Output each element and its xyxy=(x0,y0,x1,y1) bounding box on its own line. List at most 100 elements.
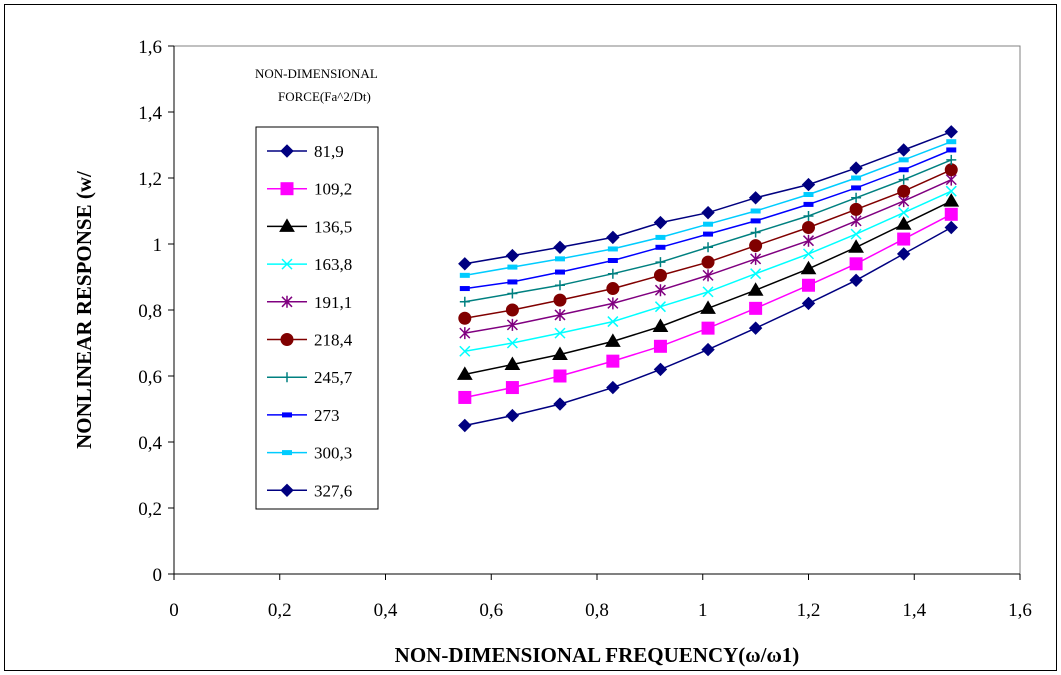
data-point xyxy=(848,239,864,253)
x-axis-title: NON-DIMENSIONAL FREQUENCY(ω/ω1) xyxy=(395,643,800,667)
y-tick-label: 0,2 xyxy=(138,499,162,520)
data-point xyxy=(655,257,666,268)
x-tick-label: 0,2 xyxy=(268,600,292,621)
data-point xyxy=(700,300,716,314)
series-layer xyxy=(456,125,960,433)
data-point xyxy=(456,366,473,380)
legend-label: 218,4 xyxy=(314,331,353,350)
data-point xyxy=(850,228,862,240)
data-point xyxy=(898,207,910,219)
legend-label: 109,2 xyxy=(314,180,352,199)
data-point xyxy=(459,345,471,357)
data-point xyxy=(654,284,666,297)
data-point xyxy=(507,288,518,299)
series-5 xyxy=(459,173,957,340)
series-4 xyxy=(459,185,957,357)
data-point xyxy=(505,381,519,395)
data-point xyxy=(749,301,763,315)
data-point xyxy=(803,210,814,221)
legend-entry: 218,4 xyxy=(267,331,353,350)
data-point xyxy=(554,308,566,321)
data-point xyxy=(801,177,816,192)
data-point xyxy=(280,333,294,346)
data-point xyxy=(504,356,521,370)
x-tick-label: 0,8 xyxy=(585,600,609,621)
x-tick-label: 1,6 xyxy=(1008,600,1032,621)
data-point xyxy=(281,258,293,270)
series-9 xyxy=(459,139,957,278)
data-point xyxy=(897,184,911,198)
data-point xyxy=(896,247,911,261)
legend-entry: 300,3 xyxy=(267,444,352,463)
series-1 xyxy=(458,220,958,433)
data-point xyxy=(553,240,567,255)
data-point xyxy=(459,296,470,307)
data-point xyxy=(554,269,565,275)
data-point xyxy=(943,193,960,207)
data-point xyxy=(459,286,470,292)
y-tick-label: 0,8 xyxy=(138,301,162,322)
x-tick-label: 0,4 xyxy=(374,600,398,621)
data-point xyxy=(701,342,715,357)
data-point xyxy=(750,218,761,224)
data-point xyxy=(701,255,715,269)
data-point xyxy=(553,293,567,307)
legend-entry: 109,2 xyxy=(267,180,352,199)
data-point xyxy=(703,221,714,227)
legend-label: 300,3 xyxy=(314,444,352,463)
data-point xyxy=(802,221,815,234)
data-point xyxy=(801,296,816,311)
data-point xyxy=(458,257,472,271)
data-point xyxy=(944,125,958,139)
data-point xyxy=(896,143,911,157)
data-point xyxy=(898,174,909,185)
series-6 xyxy=(458,163,958,325)
series-3 xyxy=(456,193,960,380)
data-point xyxy=(552,346,568,361)
data-point xyxy=(701,205,715,220)
legend-title-line-1: NON-DIMENSIONAL xyxy=(255,66,378,81)
legend-entry: 81,9 xyxy=(267,142,344,161)
data-point xyxy=(946,139,957,145)
axes: 0 0,2 0,4 0,6 0,8 1 1,2 1,4 1,6 0 0,2 0,4 0,6 0,8 1 1,2… xyxy=(138,37,1032,621)
data-point xyxy=(945,185,957,197)
y-axis-title: NONLINEAR RESPONSE (w/ xyxy=(72,170,96,449)
legend-entry: 273 xyxy=(267,406,340,425)
data-point xyxy=(895,216,912,230)
series-10 xyxy=(458,125,958,271)
data-point xyxy=(280,144,294,158)
data-point xyxy=(553,397,567,411)
legend-label: 191,1 xyxy=(314,293,352,312)
data-point xyxy=(701,321,715,335)
data-point xyxy=(653,339,667,353)
data-point xyxy=(748,321,763,335)
data-point xyxy=(653,215,668,230)
data-point xyxy=(897,232,911,246)
data-point xyxy=(282,372,292,383)
data-point xyxy=(505,303,519,317)
data-point xyxy=(750,208,761,214)
data-point xyxy=(506,318,518,331)
data-point xyxy=(802,278,815,292)
data-point xyxy=(553,369,567,383)
data-point xyxy=(606,282,620,296)
x-tick-label: 0 xyxy=(169,600,179,621)
legend-label: 163,8 xyxy=(314,255,352,274)
data-point xyxy=(280,182,294,196)
legend-title-line-2: FORCE(Fa^2/Dt) xyxy=(278,89,371,104)
data-point xyxy=(606,380,620,395)
y-tick-label: 0,6 xyxy=(138,367,162,388)
data-point xyxy=(850,214,862,227)
data-point xyxy=(802,248,815,260)
data-point xyxy=(506,337,518,349)
y-tick-label: 1,6 xyxy=(138,37,162,58)
data-point xyxy=(652,318,669,332)
data-point xyxy=(803,201,814,207)
data-point xyxy=(607,258,618,263)
data-point xyxy=(458,390,472,404)
data-point xyxy=(279,218,295,232)
data-point xyxy=(654,301,666,313)
data-point xyxy=(554,280,565,291)
data-point xyxy=(849,202,863,216)
